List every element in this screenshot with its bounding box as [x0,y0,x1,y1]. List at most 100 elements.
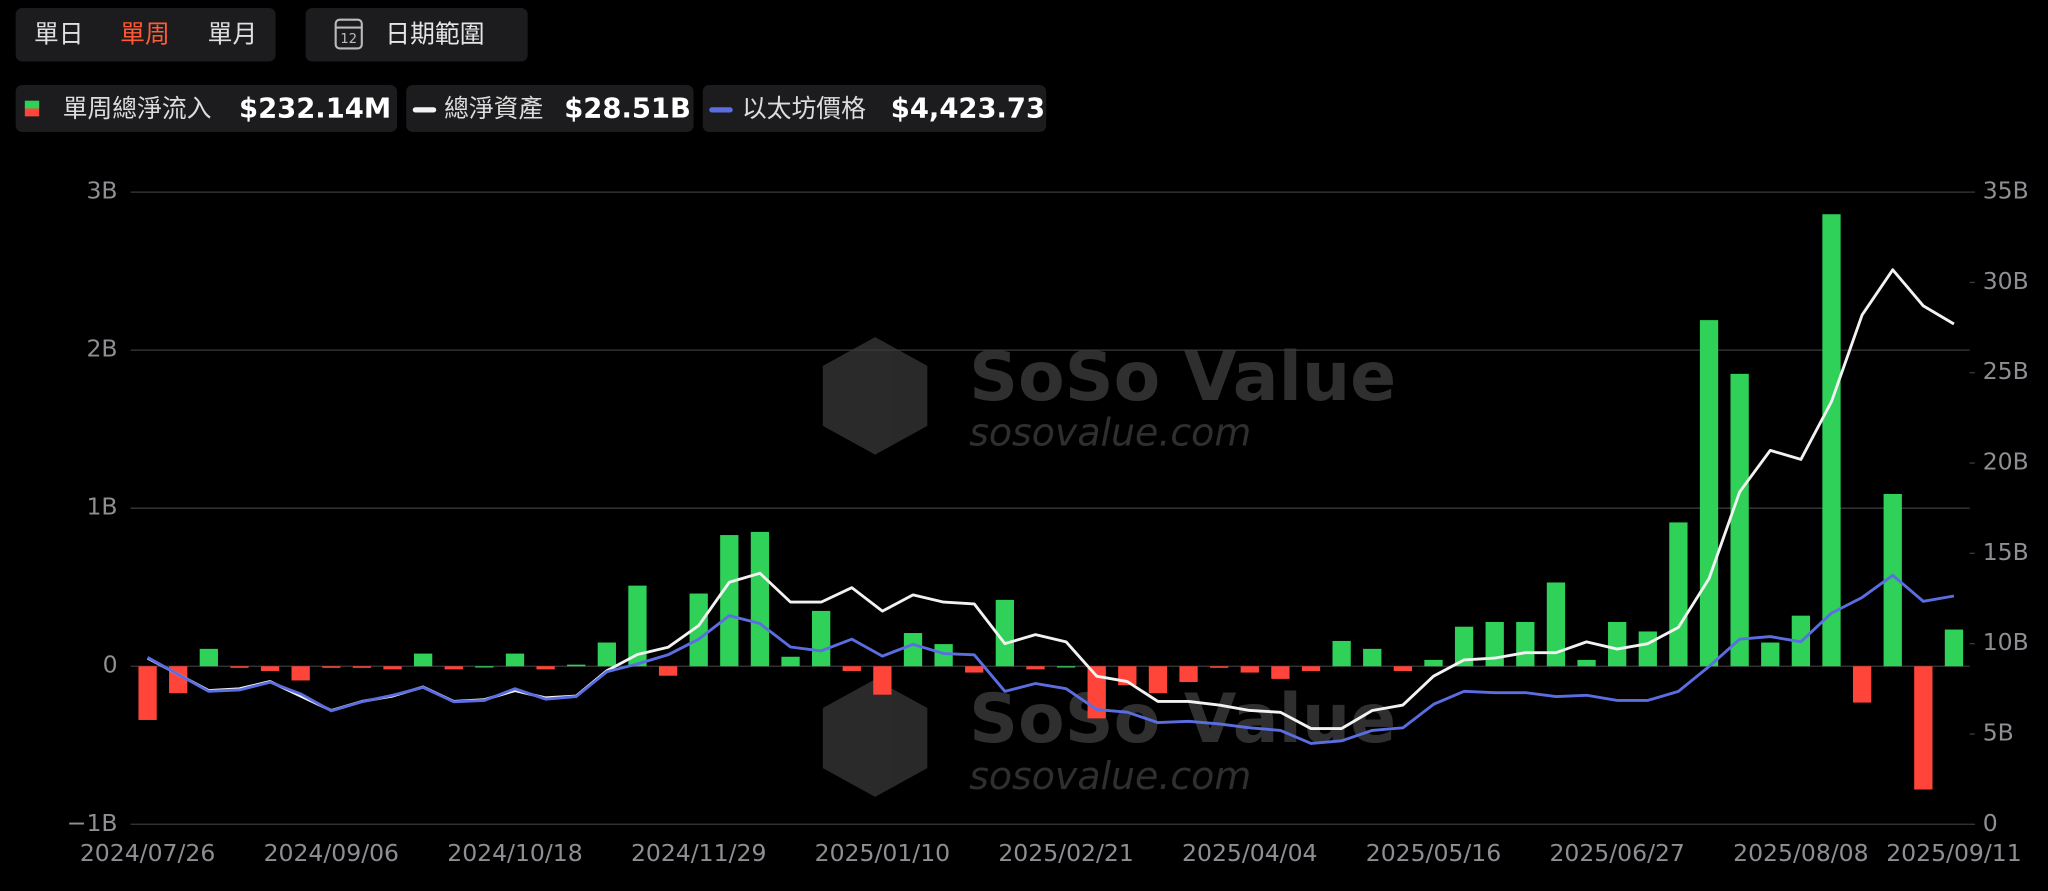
bar [1485,621,1504,667]
bar [1730,373,1749,667]
y2-tick-label: 20B [1983,448,2029,476]
bar [1822,214,1841,667]
x-tick-label: 2024/09/06 [264,839,399,867]
period-switch [15,7,276,62]
bar [903,633,923,667]
watermark-url: sosovalue.com [969,411,1251,455]
legend-label: 總淨資產 [444,94,543,123]
bar [444,666,463,670]
watermark-url: sosovalue.com [969,754,1251,798]
watermark: SoSo Value sosovalue.com [822,337,1396,455]
bar [291,666,310,681]
calendar-day: 12 [340,32,357,47]
y2-tick-label: 25B [1983,357,2029,385]
bar [1179,666,1198,683]
bar [597,642,616,667]
bar [1301,666,1321,671]
x-tick-label: 2025/01/10 [815,839,950,867]
date-range-label[interactable]: 日期範圍 [385,19,484,48]
bar [995,599,1014,667]
bar [352,666,372,668]
x-tick-label: 2025/08/08 [1733,839,1868,867]
bar [1699,320,1719,667]
bar [536,666,555,670]
legend-label: 單周總淨流入 [63,94,212,123]
bar [1852,666,1872,703]
legend-box [15,85,398,133]
legend-value: $28.51B [564,93,691,124]
bar [934,644,953,667]
bar [965,666,984,673]
bar [628,585,647,667]
bar [1148,666,1168,694]
y-tick-label: 2B [86,335,117,363]
watermark-logo [822,679,928,797]
legend-box [406,85,694,133]
bar [1608,621,1627,667]
bar [1883,493,1902,667]
bar [1546,582,1566,667]
bar [383,666,402,670]
y-tick-label: −1B [67,809,118,837]
legend-swatch [24,108,40,117]
bar [1424,659,1443,667]
bar [1944,629,1964,667]
y2-tick-label: 0 [1983,809,1998,837]
legend-value: $232.14M [239,93,391,124]
x-tick-label: 2025/05/16 [1366,839,1501,867]
bar [1638,631,1657,667]
bar [1454,626,1474,667]
y-tick-label: 0 [103,651,118,679]
bar [1271,666,1290,679]
bar [658,666,678,676]
bar [199,648,218,667]
legend-swatch [24,100,40,109]
bar [1363,648,1382,667]
bar [689,593,708,667]
bar [1240,666,1259,673]
bar [260,666,280,671]
period-month[interactable]: 單月 [208,19,258,48]
period-week[interactable]: 單周 [120,19,170,48]
bar [1332,640,1351,667]
watermark: SoSo Value sosovalue.com [822,679,1396,798]
watermark-logo [822,337,928,455]
watermark-brand: SoSo Value [969,680,1396,759]
bar [413,653,433,667]
x-tick-label: 2024/10/18 [447,839,582,867]
bar [842,666,861,671]
bar [1669,522,1688,667]
legend-box [702,85,1047,133]
bar [812,610,831,667]
legend-value: $4,423.73 [891,93,1045,124]
x-tick-label: 2024/11/29 [631,839,766,867]
bar [567,664,586,667]
bar [781,656,800,667]
y2-tick-label: 30B [1983,267,2029,295]
bar [1393,666,1413,671]
x-tick-label: 2025/02/21 [998,839,1133,867]
period-day[interactable]: 單日 [34,19,84,48]
y2-tick-label: 5B [1983,718,2014,746]
y-tick-label: 3B [86,177,117,205]
bar [138,666,157,720]
bar [1761,642,1780,667]
legend-label: 以太坊價格 [742,94,866,123]
bar [750,531,770,667]
y2-tick-label: 35B [1983,177,2029,205]
bar [1056,666,1076,668]
watermark-brand: SoSo Value [969,338,1396,417]
bar [1210,666,1229,668]
bar [322,666,341,668]
y2-tick-label: 10B [1983,628,2029,656]
bar [1516,621,1535,667]
bar [505,653,525,667]
bar [720,535,739,667]
x-tick-label: 2024/07/26 [80,839,215,867]
x-tick-label: 2025/04/04 [1182,839,1317,867]
y-tick-label: 1B [86,493,117,521]
bar [1914,666,1933,790]
x-tick-label: 2025/09/11 [1886,839,2021,867]
